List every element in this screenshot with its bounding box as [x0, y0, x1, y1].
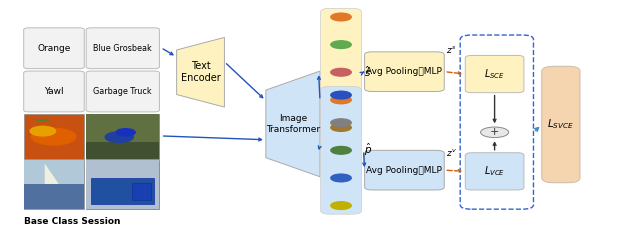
Text: $z^v$: $z^v$	[446, 147, 457, 158]
Circle shape	[331, 41, 351, 48]
Circle shape	[31, 128, 76, 145]
FancyBboxPatch shape	[465, 153, 524, 190]
Text: Image
Transformer: Image Transformer	[266, 114, 320, 134]
FancyBboxPatch shape	[24, 28, 84, 69]
Circle shape	[116, 129, 135, 136]
Circle shape	[331, 147, 351, 154]
Polygon shape	[177, 37, 225, 107]
Circle shape	[331, 202, 351, 209]
Text: Avg Pooling、MLP: Avg Pooling、MLP	[367, 67, 442, 76]
Text: $\hat{p}$: $\hat{p}$	[364, 142, 372, 158]
Circle shape	[331, 124, 351, 131]
Text: Orange: Orange	[37, 44, 70, 53]
Text: Avg Pooling、MLP: Avg Pooling、MLP	[367, 166, 442, 175]
FancyBboxPatch shape	[24, 160, 84, 209]
FancyBboxPatch shape	[365, 150, 444, 190]
FancyBboxPatch shape	[86, 71, 159, 112]
Text: Text
Encoder: Text Encoder	[180, 61, 220, 83]
Circle shape	[331, 119, 351, 127]
FancyBboxPatch shape	[24, 160, 84, 184]
FancyBboxPatch shape	[86, 28, 159, 69]
Text: $L_{SVCE}$: $L_{SVCE}$	[547, 118, 574, 131]
Circle shape	[331, 69, 351, 76]
Polygon shape	[45, 164, 59, 184]
Text: Garbage Truck: Garbage Truck	[93, 87, 152, 96]
Polygon shape	[266, 71, 320, 177]
FancyBboxPatch shape	[24, 114, 84, 159]
Text: $\hat{s}$: $\hat{s}$	[364, 65, 372, 79]
Text: $z^s$: $z^s$	[446, 44, 456, 55]
FancyBboxPatch shape	[321, 87, 362, 214]
FancyBboxPatch shape	[24, 71, 84, 112]
FancyBboxPatch shape	[465, 55, 524, 93]
Text: Yawl: Yawl	[44, 87, 64, 96]
FancyBboxPatch shape	[86, 142, 159, 159]
Circle shape	[331, 96, 351, 104]
Text: Base Class Session: Base Class Session	[24, 217, 120, 226]
FancyBboxPatch shape	[36, 119, 49, 122]
Circle shape	[105, 132, 133, 142]
Circle shape	[331, 91, 351, 99]
Text: $L_{VCE}$: $L_{VCE}$	[484, 165, 505, 178]
Circle shape	[331, 13, 351, 21]
Text: +: +	[490, 127, 499, 137]
Text: Blue Grosbeak: Blue Grosbeak	[93, 44, 152, 53]
FancyBboxPatch shape	[365, 52, 444, 91]
Text: $L_{SCE}$: $L_{SCE}$	[484, 67, 505, 81]
Circle shape	[481, 127, 509, 138]
Circle shape	[331, 174, 351, 182]
FancyBboxPatch shape	[86, 160, 159, 209]
FancyBboxPatch shape	[86, 160, 159, 209]
FancyBboxPatch shape	[132, 183, 151, 200]
FancyBboxPatch shape	[541, 66, 580, 183]
FancyBboxPatch shape	[86, 114, 159, 159]
FancyBboxPatch shape	[86, 114, 159, 142]
FancyBboxPatch shape	[321, 8, 362, 136]
FancyBboxPatch shape	[91, 178, 154, 204]
FancyBboxPatch shape	[24, 184, 84, 209]
Circle shape	[30, 126, 56, 136]
